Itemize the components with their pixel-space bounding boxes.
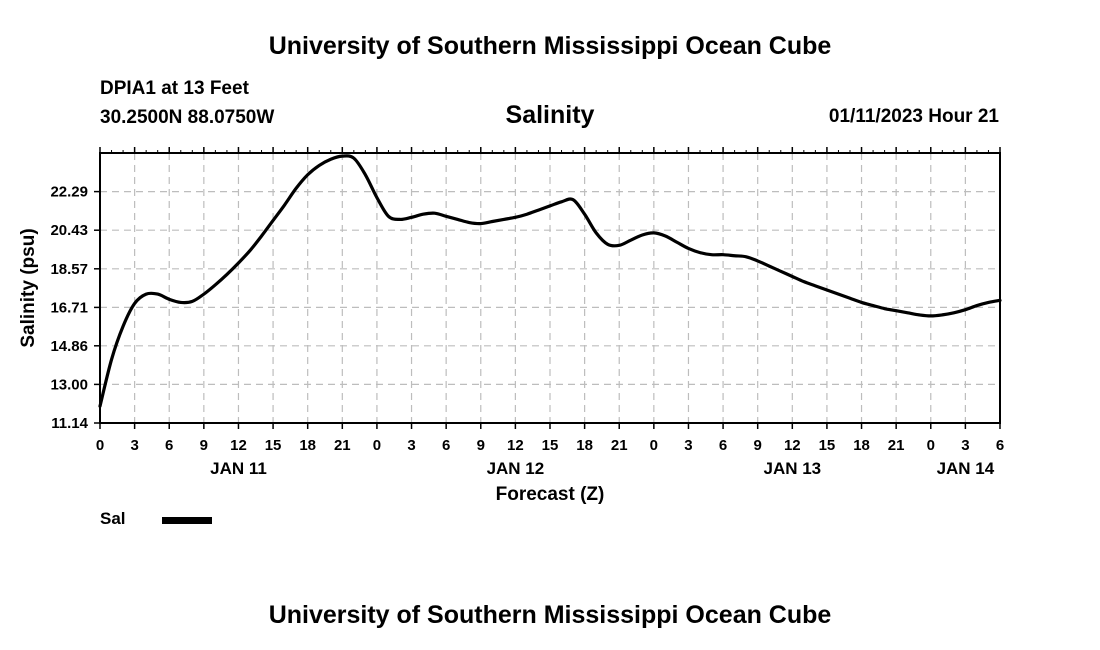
x-tick-label: 15	[819, 437, 836, 454]
x-tick-label: 0	[96, 437, 104, 454]
x-tick-label: 18	[299, 437, 316, 454]
date-label: JAN 12	[487, 459, 545, 478]
station-coordinates: 30.2500N 88.0750W	[100, 107, 275, 128]
x-tick-label: 0	[927, 437, 935, 454]
y-tick-label: 16.71	[50, 299, 88, 316]
chart-subtitle: Salinity	[505, 101, 595, 129]
x-tick-label: 0	[373, 437, 381, 454]
x-tick-label: 3	[130, 437, 138, 454]
x-tick-label: 0	[650, 437, 658, 454]
series-line-sal	[98, 154, 1002, 408]
x-axis-label: Forecast (Z)	[496, 484, 605, 505]
legend-swatch	[162, 517, 212, 524]
date-label: JAN 13	[763, 459, 821, 478]
x-tick-label: 15	[542, 437, 559, 454]
x-tick-label: 3	[407, 437, 415, 454]
footer-title: University of Southern Mississippi Ocean…	[268, 601, 832, 629]
x-tick-label: 18	[853, 437, 870, 454]
chart-title: University of Southern Mississippi Ocean…	[268, 32, 832, 60]
x-axis: 0 3 6 9 12 15 18 21 0 3 6 9 12 15 18 21 0 3 6 9 12 15 18 21 0 3 6J…	[96, 147, 1004, 478]
y-axis-label: Salinity (psu)	[18, 228, 39, 347]
x-tick-label: 3	[684, 437, 692, 454]
x-tick-label: 21	[888, 437, 905, 454]
salinity-chart: 0 3 6 9 12 15 18 21 0 3 6 9 12 15 18 21 0 3 6 9 12 15 18 21 0 3 6J…	[18, 147, 1004, 505]
date-label: JAN 14	[937, 459, 995, 478]
series-layer	[98, 154, 1002, 408]
x-tick-label: 18	[576, 437, 593, 454]
x-tick-label: 9	[477, 437, 485, 454]
x-tick-label: 21	[611, 437, 628, 454]
x-tick-label: 12	[230, 437, 247, 454]
forecast-timestamp: 01/11/2023 Hour 21	[828, 106, 999, 127]
x-tick-label: 9	[754, 437, 762, 454]
x-tick-label: 12	[507, 437, 524, 454]
legend-label: Sal	[100, 509, 126, 528]
x-tick-label: 9	[200, 437, 208, 454]
date-label: JAN 11	[210, 459, 267, 478]
x-tick-label: 21	[334, 437, 351, 454]
y-tick-label: 18.57	[50, 261, 88, 278]
x-tick-label: 12	[784, 437, 801, 454]
x-tick-label: 6	[442, 437, 450, 454]
x-tick-label: 3	[961, 437, 969, 454]
x-tick-label: 6	[165, 437, 173, 454]
y-tick-label: 11.14	[51, 415, 88, 432]
y-axis: 11.14 13.00 14.86 16.71 18.57 20.43 22.29	[50, 184, 100, 432]
x-tick-label: 15	[265, 437, 282, 454]
x-tick-label: 6	[996, 437, 1004, 454]
y-tick-label: 14.86	[50, 338, 88, 355]
x-tick-label: 6	[719, 437, 727, 454]
grid-lines	[100, 153, 1000, 423]
station-label: DPIA1 at 13 Feet	[100, 78, 249, 99]
y-tick-label: 22.29	[50, 184, 88, 201]
y-tick-label: 20.43	[50, 222, 88, 239]
y-tick-label: 13.00	[50, 376, 88, 393]
